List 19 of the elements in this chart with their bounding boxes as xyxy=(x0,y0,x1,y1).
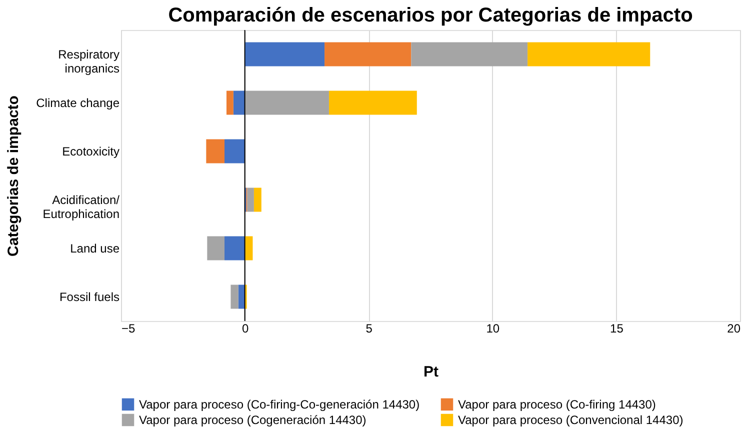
y-axis-title: Categorias de impacto xyxy=(5,96,22,256)
y-tick-label: Fossil fuels xyxy=(59,290,120,304)
y-tick-label: Climate change xyxy=(36,96,120,110)
legend-label: Vapor para proceso (Co-firing 14430) xyxy=(458,397,656,412)
x-tick-label: 10 xyxy=(486,322,500,336)
y-tick-label: Respiratory inorganics xyxy=(58,47,120,76)
legend-label: Vapor para proceso (Cogeneración 14430) xyxy=(139,413,366,427)
x-tick-label: 5 xyxy=(366,322,373,336)
chart-title: Comparación de escenarios por Categorias de impacto xyxy=(168,4,693,26)
y-tick-label: Acidification/ Eutrophication xyxy=(42,192,120,221)
x-tick-label: −5 xyxy=(122,322,136,336)
x-tick-label: 15 xyxy=(610,322,624,336)
y-tick-label: Ecotoxicity xyxy=(62,144,120,158)
legend-label: Vapor para proceso (Convencional 14430) xyxy=(458,413,684,427)
legend-label: Vapor para proceso (Co-firing-Co-generación 14430) xyxy=(139,397,420,412)
y-tick-label: Land use xyxy=(70,241,120,256)
x-tick-label: 20 xyxy=(727,322,741,336)
x-axis-title: Pt xyxy=(424,364,439,380)
x-tick-label: 0 xyxy=(242,322,249,336)
